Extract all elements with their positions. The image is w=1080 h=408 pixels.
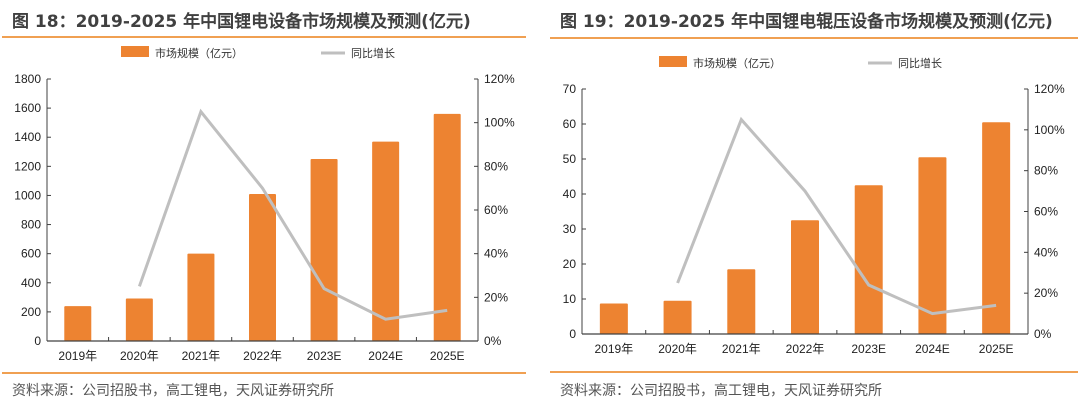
y-right-tick-label: 60%: [484, 203, 508, 217]
legend-label-market-size: 市场规模（亿元）: [155, 46, 243, 60]
y-left-tick-label: 30: [563, 222, 577, 236]
y-left-tick-label: 1600: [14, 101, 41, 115]
y-right-tick-label: 20%: [484, 290, 508, 304]
y-right-tick-label: 100%: [484, 116, 515, 130]
bar-2019年: [64, 306, 92, 341]
bar-2025E: [982, 122, 1011, 334]
bar-2024E: [372, 141, 400, 341]
figure-18-title: 图 18：2019-2025 年中国锂电设备市场规模及预测(亿元): [12, 12, 471, 32]
x-tick-label: 2025E: [979, 342, 1014, 356]
y-left-tick-label: 1400: [14, 130, 41, 144]
x-tick-label: 2021年: [182, 349, 221, 363]
title-divider: [2, 36, 526, 38]
y-left-tick-label: 400: [21, 276, 41, 290]
bar-2025E: [433, 113, 461, 341]
y-left-tick-label: 0: [34, 334, 41, 348]
x-tick-label: 2019年: [595, 342, 634, 356]
x-tick-label: 2022年: [243, 349, 282, 363]
y-right-tick-label: 0%: [1034, 327, 1052, 341]
source-divider: [2, 372, 526, 374]
figure-19-title: 图 19：2019-2025 年中国锂电辊压设备市场规模及预测(亿元): [560, 12, 1053, 32]
figure-19-panel: 图 19：2019-2025 年中国锂电辊压设备市场规模及预测(亿元) 市场规模…: [548, 0, 1080, 408]
legend-label-yoy-growth: 同比增长: [898, 56, 942, 70]
y-left-tick-label: 1000: [14, 188, 41, 202]
figure-19-chart: 市场规模（亿元） 同比增长 0 10 20 30 40 50 60 70 0% 20% 40% 60% 80…: [563, 56, 1065, 356]
y-left-tick-label: 50: [563, 152, 577, 166]
yoy-growth-line: [676, 116, 997, 316]
y-right-tick-label: 40%: [1034, 245, 1058, 259]
y-left-tick-label: 60: [563, 117, 577, 131]
bar-2023E: [854, 185, 883, 334]
x-tick-label: 2019年: [58, 349, 97, 363]
bar-2024E: [918, 157, 947, 334]
bar-2022年: [249, 193, 276, 341]
y-left-tick-label: 10: [563, 292, 577, 306]
x-tick-label: 2021年: [722, 342, 761, 356]
bar-2020年: [663, 300, 692, 334]
y-right-tick-label: 40%: [484, 247, 508, 261]
y-right-tick-label: 80%: [484, 159, 508, 173]
y-left-tick-label: 40: [563, 187, 577, 201]
yoy-growth-line: [137, 108, 448, 321]
y-left-tick-label: 800: [21, 218, 41, 232]
x-tick-label: 2023E: [851, 342, 886, 356]
y-right-tick-label: 120%: [1034, 82, 1065, 96]
x-tick-label: 2024E: [368, 349, 403, 363]
y-left-tick-label: 70: [563, 82, 577, 96]
y-right-tick-label: 0%: [484, 334, 502, 348]
bar-2020年: [125, 298, 153, 341]
y-right-tick-label: 80%: [1034, 164, 1058, 178]
x-tick-label: 2022年: [786, 342, 825, 356]
bar-2019年: [599, 303, 628, 334]
x-tick-label: 2023E: [307, 349, 342, 363]
y-left-tick-label: 20: [563, 257, 577, 271]
x-tick-label: 2024E: [915, 342, 950, 356]
legend-label-yoy-growth: 同比增长: [351, 46, 395, 60]
figure-18-chart: 市场规模（亿元） 同比增长 0 200 400 600 800 1000 1200 1400 160…: [14, 46, 515, 363]
legend-bar-swatch: [659, 56, 687, 67]
y-left-tick-label: 600: [21, 247, 41, 261]
title-divider: [550, 37, 1078, 39]
bar-2023E: [310, 159, 338, 341]
source-divider: [550, 371, 1078, 373]
bar-2021年: [187, 253, 215, 341]
y-left-tick-label: 0: [569, 327, 576, 341]
figure-19-source: 资料来源：公司招股书，高工锂电，天风证券研究所: [560, 383, 882, 399]
x-tick-label: 2020年: [120, 349, 159, 363]
figure-18-panel: 图 18：2019-2025 年中国锂电设备市场规模及预测(亿元) 市场规模（亿…: [0, 0, 528, 408]
y-right-tick-label: 20%: [1034, 286, 1058, 300]
y-right-tick-label: 120%: [484, 72, 515, 86]
legend-label-market-size: 市场规模（亿元）: [693, 56, 781, 70]
figure-18-source: 资料来源：公司招股书，高工锂电，天风证券研究所: [12, 383, 334, 399]
y-left-tick-label: 1200: [14, 159, 41, 173]
y-right-tick-label: 60%: [1034, 205, 1058, 219]
x-tick-label: 2020年: [658, 342, 697, 356]
bar-2022年: [791, 220, 819, 334]
bar-2021年: [727, 269, 756, 334]
legend-bar-swatch: [121, 46, 149, 57]
y-left-tick-label: 1800: [14, 72, 41, 86]
x-tick-label: 2025E: [430, 349, 465, 363]
y-right-tick-label: 100%: [1034, 123, 1065, 137]
y-left-tick-label: 200: [21, 305, 41, 319]
